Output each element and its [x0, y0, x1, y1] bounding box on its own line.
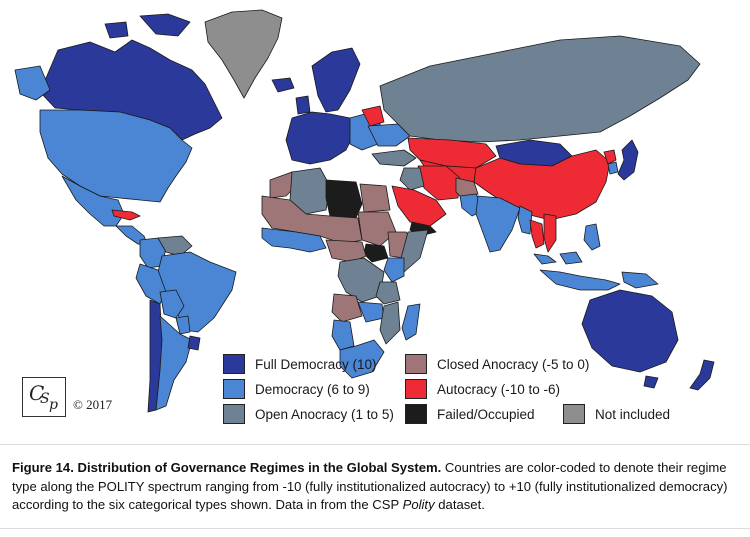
legend-label: Closed Anocracy (-5 to 0)	[437, 356, 590, 372]
region-russia	[379, 35, 701, 143]
region-venezuela	[157, 235, 193, 257]
legend-swatch	[405, 404, 427, 424]
region-west-africa	[261, 227, 327, 253]
caption-title: Figure 14. Distribution of Governance Re…	[12, 460, 442, 475]
region-australia	[581, 289, 679, 389]
region-new-zealand	[689, 359, 715, 391]
region-iran	[417, 165, 461, 201]
region-north-korea	[603, 149, 617, 165]
world-map	[14, 9, 715, 413]
region-uruguay	[187, 335, 201, 351]
region-belarus	[361, 105, 385, 127]
region-turkey	[371, 149, 417, 167]
region-japan	[617, 139, 639, 181]
region-myanmar	[517, 205, 533, 235]
legend-swatch	[223, 404, 245, 424]
region-tanzania	[375, 281, 401, 305]
legend-label: Autocracy (-10 to -6)	[437, 381, 561, 397]
region-mozambique	[379, 301, 401, 345]
legend-closed-anocracy: Closed Anocracy (-5 to 0)	[405, 353, 589, 375]
figure-caption: Figure 14. Distribution of Governance Re…	[12, 459, 738, 515]
csp-logo: C S p	[22, 377, 66, 417]
legend-not-included: Not included	[563, 403, 670, 425]
caption-body: Countries are color-coded to denote thei…	[12, 460, 728, 512]
legend-swatch	[405, 379, 427, 399]
region-somalia	[399, 229, 429, 273]
legend-swatch	[405, 354, 427, 374]
caption-italic: Polity	[402, 497, 435, 512]
logo-letter: C	[29, 381, 45, 405]
region-kenya	[383, 257, 405, 283]
region-south-africa	[339, 339, 385, 379]
legend-democracy: Democracy (6 to 9)	[223, 378, 370, 400]
region-madagascar	[401, 303, 421, 341]
region-drc	[337, 257, 385, 303]
legend-autocracy: Autocracy (-10 to -6)	[405, 378, 560, 400]
legend-swatch	[223, 379, 245, 399]
legend-label: Full Democracy (10)	[255, 356, 377, 372]
region-angola	[331, 293, 363, 323]
region-libya	[325, 179, 363, 219]
legend-full-democracy: Full Democracy (10)	[223, 353, 377, 375]
region-malaysia	[533, 253, 557, 265]
region-arabia	[391, 185, 447, 227]
region-usa	[14, 65, 193, 203]
region-cuba	[111, 209, 141, 221]
region-greenland	[204, 9, 283, 99]
legend-label: Democracy (6 to 9)	[255, 381, 370, 397]
legend-failed-occupied: Failed/Occupied	[405, 403, 535, 425]
region-western-europe	[285, 95, 355, 165]
region-ukraine	[367, 123, 411, 147]
region-egypt	[359, 183, 391, 213]
legend-swatch	[223, 354, 245, 374]
logo-letter: p	[49, 397, 58, 413]
region-bolivia	[159, 289, 185, 319]
region-zambia	[357, 301, 385, 323]
copyright-text: © 2017	[73, 397, 113, 412]
caption-end: dataset.	[434, 497, 485, 512]
region-iceland	[271, 77, 295, 93]
region-philippines	[583, 223, 601, 251]
legend-swatch	[563, 404, 585, 424]
logo-letter: S	[40, 391, 50, 407]
region-india	[475, 195, 521, 253]
world-map-area: Full Democracy (10) Closed Anocracy (-5 …	[14, 9, 715, 425]
legend-label: Not included	[595, 406, 671, 422]
region-paraguay	[175, 315, 191, 335]
divider	[0, 444, 750, 445]
region-png	[621, 271, 659, 289]
region-iraq	[399, 167, 425, 191]
region-namibia	[331, 319, 355, 351]
region-argentina	[155, 315, 193, 411]
region-mexico	[61, 175, 125, 227]
region-vietnam	[543, 213, 557, 253]
region-scandinavia	[311, 47, 361, 113]
region-kazakhstan	[407, 137, 497, 169]
region-south-sudan	[363, 243, 389, 263]
divider	[0, 528, 750, 529]
legend-label: Open Anocracy (1 to 5)	[255, 406, 394, 422]
region-indonesia	[539, 251, 621, 291]
region-thailand	[529, 219, 545, 249]
legend-label: Failed/Occupied	[437, 406, 535, 422]
legend-open-anocracy: Open Anocracy (1 to 5)	[223, 403, 394, 425]
region-south-korea	[607, 161, 619, 175]
